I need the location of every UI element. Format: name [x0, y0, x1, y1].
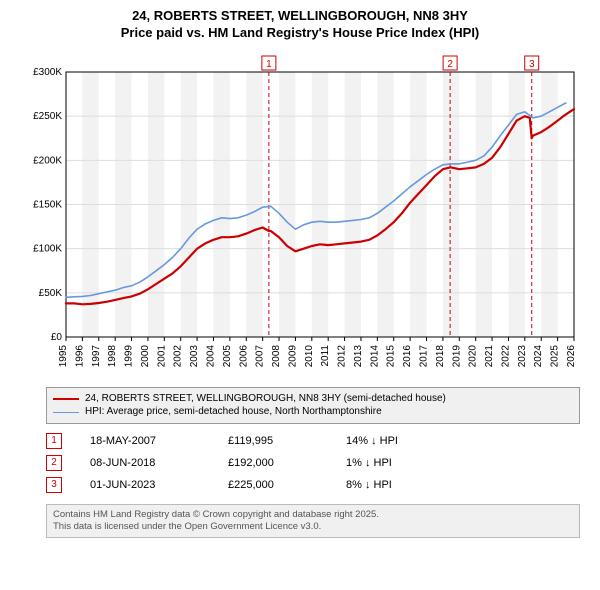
svg-text:2006: 2006: [238, 344, 249, 367]
svg-text:1995: 1995: [58, 344, 69, 367]
legend: 24, ROBERTS STREET, WELLINGBOROUGH, NN8 …: [46, 387, 580, 424]
svg-text:2011: 2011: [320, 344, 331, 366]
title-line-1: 24, ROBERTS STREET, WELLINGBOROUGH, NN8 …: [10, 8, 590, 25]
event-date: 18-MAY-2007: [90, 435, 200, 447]
legend-row: HPI: Average price, semi-detached house,…: [53, 405, 573, 419]
svg-text:2014: 2014: [369, 344, 380, 367]
legend-label: HPI: Average price, semi-detached house,…: [85, 405, 382, 419]
svg-text:3: 3: [529, 59, 535, 70]
svg-text:2026: 2026: [566, 344, 577, 367]
svg-text:2001: 2001: [156, 344, 167, 367]
svg-text:1999: 1999: [124, 344, 135, 367]
legend-swatch: [53, 412, 79, 413]
svg-text:2023: 2023: [517, 344, 528, 367]
svg-text:1996: 1996: [74, 344, 85, 367]
svg-text:2009: 2009: [287, 344, 298, 367]
svg-text:2000: 2000: [140, 344, 151, 367]
svg-text:£100K: £100K: [33, 243, 62, 254]
svg-text:2020: 2020: [468, 344, 479, 367]
event-row: 2 08-JUN-2018 £192,000 1% ↓ HPI: [46, 452, 580, 474]
chart-title: 24, ROBERTS STREET, WELLINGBOROUGH, NN8 …: [0, 0, 600, 46]
svg-text:2007: 2007: [255, 344, 266, 367]
svg-text:2010: 2010: [304, 344, 315, 367]
svg-text:2008: 2008: [271, 344, 282, 367]
svg-text:£300K: £300K: [33, 67, 62, 78]
svg-text:2022: 2022: [500, 344, 511, 367]
attribution: Contains HM Land Registry data © Crown c…: [46, 504, 580, 539]
event-row: 3 01-JUN-2023 £225,000 8% ↓ HPI: [46, 474, 580, 496]
svg-text:£150K: £150K: [33, 199, 62, 210]
event-price: £119,995: [228, 435, 318, 447]
svg-text:2015: 2015: [386, 344, 397, 367]
attribution-line-2: This data is licensed under the Open Gov…: [53, 521, 573, 533]
svg-text:2: 2: [447, 59, 453, 70]
event-marker-badge: 3: [46, 477, 62, 493]
legend-label: 24, ROBERTS STREET, WELLINGBOROUGH, NN8 …: [85, 392, 446, 406]
event-price: £225,000: [228, 479, 318, 491]
svg-text:£200K: £200K: [33, 155, 62, 166]
svg-text:2013: 2013: [353, 344, 364, 367]
event-marker-badge: 2: [46, 455, 62, 471]
event-price: £192,000: [228, 457, 318, 469]
legend-row: 24, ROBERTS STREET, WELLINGBOROUGH, NN8 …: [53, 392, 573, 406]
event-marker-badge: 1: [46, 433, 62, 449]
svg-text:£250K: £250K: [33, 111, 62, 122]
svg-text:2017: 2017: [419, 344, 430, 367]
svg-text:2018: 2018: [435, 344, 446, 367]
svg-text:2025: 2025: [550, 344, 561, 367]
svg-text:1998: 1998: [107, 344, 118, 367]
svg-text:2024: 2024: [533, 344, 544, 367]
svg-text:1997: 1997: [91, 344, 102, 367]
svg-text:2005: 2005: [222, 344, 233, 367]
svg-text:2019: 2019: [451, 344, 462, 367]
events-table: 1 18-MAY-2007 £119,995 14% ↓ HPI 2 08-JUN-201…: [46, 430, 580, 496]
svg-text:1: 1: [266, 59, 272, 70]
event-diff: 14% ↓ HPI: [346, 435, 398, 447]
event-diff: 1% ↓ HPI: [346, 457, 392, 469]
svg-text:2012: 2012: [337, 344, 348, 367]
attribution-line-1: Contains HM Land Registry data © Crown c…: [53, 509, 573, 521]
svg-text:2002: 2002: [173, 344, 184, 367]
event-date: 01-JUN-2023: [90, 479, 200, 491]
svg-text:£50K: £50K: [39, 288, 63, 299]
title-line-2: Price paid vs. HM Land Registry's House …: [10, 25, 590, 42]
price-chart: £0 £50K £100K £150K £200K £250K £300K 1995 1996 1…: [20, 50, 580, 385]
svg-text:2003: 2003: [189, 344, 200, 367]
svg-text:£0: £0: [51, 332, 63, 343]
svg-text:2016: 2016: [402, 344, 413, 367]
event-diff: 8% ↓ HPI: [346, 479, 392, 491]
chart-canvas: £0 £50K £100K £150K £200K £250K £300K 1995 1996 1…: [20, 50, 580, 385]
svg-text:2004: 2004: [205, 344, 216, 367]
legend-swatch: [53, 398, 79, 400]
event-date: 08-JUN-2018: [90, 457, 200, 469]
event-row: 1 18-MAY-2007 £119,995 14% ↓ HPI: [46, 430, 580, 452]
svg-text:2021: 2021: [484, 344, 495, 367]
